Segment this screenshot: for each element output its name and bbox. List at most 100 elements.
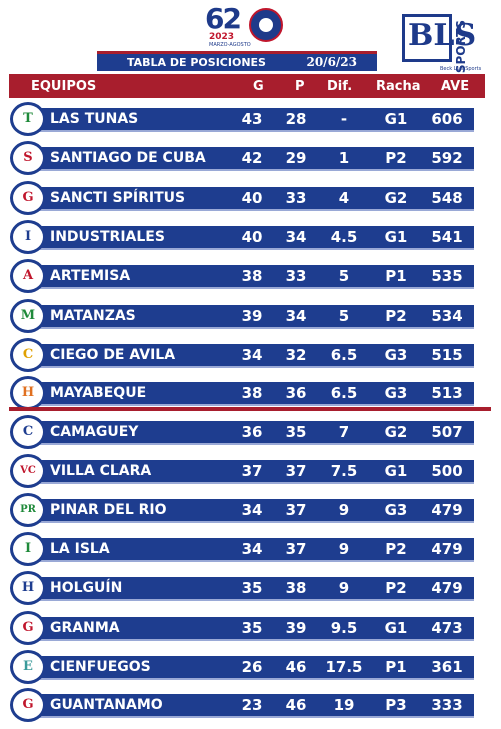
wins: 43 — [241, 110, 263, 128]
wins: 34 — [241, 501, 263, 519]
wins: 37 — [241, 462, 263, 480]
streak: P1 — [385, 267, 407, 285]
games-behind: 5 — [338, 267, 350, 285]
table-row: CIENFUEGOS 26 46 17.5 P1 361 — [28, 656, 474, 680]
table-row: CIEGO DE AVILA 34 32 6.5 G3 515 — [28, 344, 474, 368]
wins: 23 — [241, 696, 263, 714]
average: 473 — [431, 619, 463, 637]
team-logo-icon: C — [10, 338, 46, 372]
average: 535 — [431, 267, 463, 285]
table-row: LA ISLA 34 37 9 P2 479 — [28, 538, 474, 562]
team-name: PINAR DEL RIO — [50, 502, 167, 518]
wins: 40 — [241, 228, 263, 246]
average: 515 — [431, 346, 463, 364]
losses: 29 — [285, 149, 307, 167]
table-row: LAS TUNAS 43 28 - G1 606 — [28, 108, 474, 132]
table-row: MATANZAS 39 34 5 P2 534 — [28, 305, 474, 329]
games-behind: 7.5 — [330, 462, 358, 480]
losses: 39 — [285, 619, 307, 637]
wins: 35 — [241, 619, 263, 637]
streak: G3 — [384, 384, 408, 402]
team-name: MATANZAS — [50, 308, 136, 324]
header-racha: Racha — [376, 79, 421, 94]
team-name: HOLGUÍN — [50, 580, 123, 596]
wins: 34 — [241, 346, 263, 364]
bls-sports-logo: BLS SPORTS Beck Luis Sports — [402, 10, 486, 73]
bls-box — [402, 14, 452, 62]
wins: 40 — [241, 189, 263, 207]
team-logo-icon: VC — [10, 454, 46, 488]
streak: P2 — [385, 307, 407, 325]
bls-tagline: Beck Luis Sports — [440, 66, 482, 72]
wins: 38 — [241, 384, 263, 402]
header-ave: AVE — [441, 79, 470, 94]
team-name: INDUSTRIALES — [50, 229, 165, 245]
losses: 37 — [285, 501, 307, 519]
team-name: CIENFUEGOS — [50, 659, 151, 675]
logo-subtitle: MARZO-AGOSTO — [209, 42, 251, 48]
losses: 37 — [285, 540, 307, 558]
team-logo-icon: I — [10, 532, 46, 566]
team-logo-icon: A — [10, 259, 46, 293]
losses: 33 — [285, 189, 307, 207]
average: 541 — [431, 228, 463, 246]
team-logo-icon: I — [10, 220, 46, 254]
table-row: GUANTANAMO 23 46 19 P3 333 — [28, 694, 474, 718]
team-logo-icon: G — [10, 611, 46, 645]
table-row: PINAR DEL RIO 34 37 9 G3 479 — [28, 499, 474, 523]
games-behind: 9 — [338, 501, 350, 519]
streak: P3 — [385, 696, 407, 714]
streak: G1 — [384, 110, 408, 128]
team-name: LAS TUNAS — [50, 111, 139, 127]
average: 479 — [431, 540, 463, 558]
losses: 35 — [285, 423, 307, 441]
losses: 46 — [285, 658, 307, 676]
streak: P2 — [385, 149, 407, 167]
average: 592 — [431, 149, 463, 167]
streak: G1 — [384, 462, 408, 480]
table-row: VILLA CLARA 37 37 7.5 G1 500 — [28, 460, 474, 484]
team-name: MAYABEQUE — [50, 385, 147, 401]
team-name: CAMAGUEY — [50, 424, 139, 440]
losses: 38 — [285, 579, 307, 597]
header-team: EQUIPOS — [31, 79, 97, 94]
games-behind: 7 — [338, 423, 350, 441]
streak: P2 — [385, 540, 407, 558]
streak: G2 — [384, 189, 408, 207]
team-name: GRANMA — [50, 620, 120, 636]
series-seal-icon — [249, 8, 283, 42]
standings-title-bar: TABLA DE POSICIONES 20/6/23 — [97, 51, 377, 71]
average: 507 — [431, 423, 463, 441]
standings-date: 20/6/23 — [306, 55, 357, 69]
team-logo-icon: E — [10, 650, 46, 684]
team-logo-icon: PR — [10, 493, 46, 527]
bls-letters: BLS — [408, 18, 477, 53]
average: 479 — [431, 579, 463, 597]
losses: 32 — [285, 346, 307, 364]
games-behind: 19 — [333, 696, 355, 714]
games-behind: 5 — [338, 307, 350, 325]
logo-year: 2023 — [209, 32, 235, 42]
games-behind: 9 — [338, 540, 350, 558]
team-logo-icon: G — [10, 181, 46, 215]
team-name: ARTEMISA — [50, 268, 131, 284]
games-behind: 9 — [338, 579, 350, 597]
table-row: GRANMA 35 39 9.5 G1 473 — [28, 617, 474, 641]
games-behind: 6.5 — [330, 384, 358, 402]
wins: 42 — [241, 149, 263, 167]
games-behind: 9.5 — [330, 619, 358, 637]
average: 333 — [431, 696, 463, 714]
games-behind: 17.5 — [325, 658, 363, 676]
losses: 33 — [285, 267, 307, 285]
logo-number: 62 — [205, 2, 242, 35]
average: 513 — [431, 384, 463, 402]
team-name: CIEGO DE AVILA — [50, 347, 176, 363]
playoff-divider — [9, 407, 491, 411]
team-name: SANTIAGO DE CUBA — [50, 150, 206, 166]
average: 548 — [431, 189, 463, 207]
team-name: LA ISLA — [50, 541, 110, 557]
wins: 34 — [241, 540, 263, 558]
streak: G1 — [384, 228, 408, 246]
standings-title: TABLA DE POSICIONES — [127, 56, 266, 69]
series-62-logo: 62 2023 MARZO-AGOSTO — [205, 2, 285, 48]
